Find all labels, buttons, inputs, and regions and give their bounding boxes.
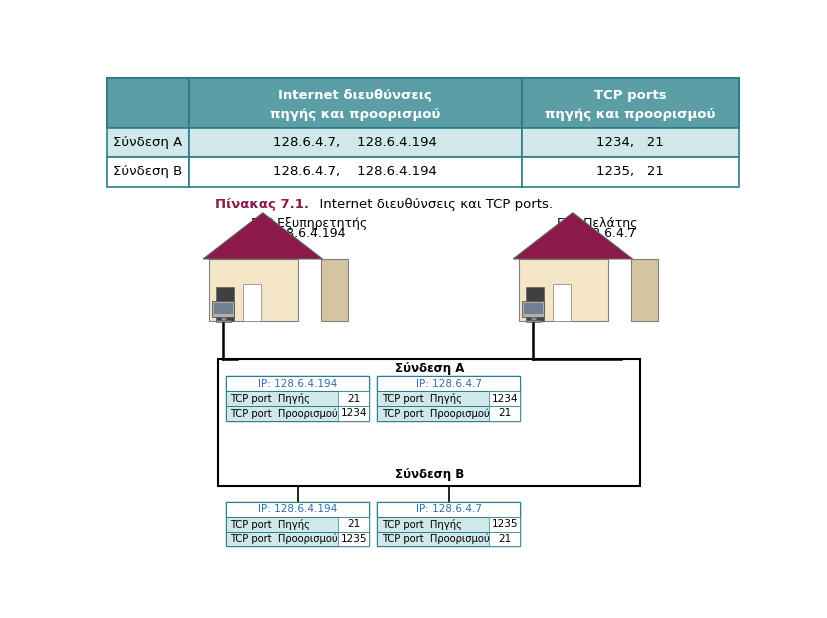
Bar bbox=[338, 531, 369, 546]
Bar bbox=[553, 284, 571, 321]
Bar bbox=[531, 316, 536, 320]
Bar bbox=[243, 284, 261, 321]
Bar bbox=[108, 128, 189, 158]
Bar bbox=[490, 406, 520, 421]
Bar bbox=[523, 302, 544, 316]
Polygon shape bbox=[514, 213, 633, 259]
Text: IP: 128.6.4.194: IP: 128.6.4.194 bbox=[251, 227, 345, 240]
Bar bbox=[525, 320, 541, 322]
Text: 21: 21 bbox=[498, 534, 511, 544]
Bar bbox=[189, 78, 522, 128]
Text: Internet διευθύνσεις και TCP ports.: Internet διευθύνσεις και TCP ports. bbox=[311, 198, 553, 211]
Bar bbox=[524, 303, 543, 313]
Bar bbox=[226, 502, 369, 517]
Text: IP: 128.6.4.194: IP: 128.6.4.194 bbox=[258, 379, 337, 389]
Bar bbox=[226, 376, 369, 421]
Text: 1235: 1235 bbox=[491, 519, 518, 529]
Bar bbox=[377, 376, 520, 421]
Text: 21: 21 bbox=[347, 394, 361, 404]
Text: 128.6.4.7,    128.6.4.194: 128.6.4.7, 128.6.4.194 bbox=[273, 166, 437, 179]
Bar bbox=[377, 406, 520, 421]
Bar bbox=[490, 531, 520, 546]
Polygon shape bbox=[203, 213, 323, 259]
Bar bbox=[338, 517, 369, 531]
Bar bbox=[522, 128, 739, 158]
Bar bbox=[527, 287, 544, 321]
Text: 21: 21 bbox=[347, 519, 361, 529]
Bar bbox=[338, 391, 369, 406]
Text: IP: 128.6.4.7: IP: 128.6.4.7 bbox=[416, 379, 481, 389]
Bar bbox=[377, 502, 520, 546]
Text: TCP port  Προορισμού: TCP port Προορισμού bbox=[381, 533, 490, 544]
Text: TCP port  Προορισμού: TCP port Προορισμού bbox=[231, 408, 338, 418]
Bar bbox=[490, 517, 520, 531]
Bar bbox=[108, 78, 189, 128]
Text: TCP port  Πηγής: TCP port Πηγής bbox=[231, 393, 310, 404]
Bar bbox=[108, 158, 189, 187]
Bar bbox=[522, 158, 739, 187]
Text: 1235,   21: 1235, 21 bbox=[596, 166, 664, 179]
Bar bbox=[377, 376, 520, 391]
Text: 1234: 1234 bbox=[491, 394, 518, 404]
Text: TCP port  Πηγής: TCP port Πηγής bbox=[231, 519, 310, 530]
Bar bbox=[218, 359, 640, 486]
Bar bbox=[189, 128, 522, 158]
Text: TCP ports: TCP ports bbox=[594, 89, 667, 102]
Bar bbox=[216, 320, 231, 322]
Bar bbox=[338, 406, 369, 421]
Bar bbox=[226, 517, 369, 531]
Bar bbox=[377, 517, 520, 531]
Bar bbox=[217, 287, 234, 321]
Text: IP: 128.6.4.7: IP: 128.6.4.7 bbox=[557, 227, 636, 240]
Text: Σύνδεση B: Σύνδεση B bbox=[394, 468, 464, 481]
Text: 21: 21 bbox=[498, 408, 511, 418]
Text: TCP port  Πηγής: TCP port Πηγής bbox=[381, 519, 461, 530]
Text: 1234: 1234 bbox=[341, 408, 367, 418]
Text: πηγής και προορισμού: πηγής και προορισμού bbox=[270, 108, 441, 121]
Text: Σύνδεση B: Σύνδεση B bbox=[113, 166, 183, 179]
Bar bbox=[213, 302, 234, 316]
Bar bbox=[226, 376, 369, 391]
Text: Σύνδεση A: Σύνδεση A bbox=[394, 362, 464, 375]
Bar bbox=[226, 531, 369, 546]
Text: Πίνακας 7.1.: Πίνακας 7.1. bbox=[215, 198, 308, 211]
Bar bbox=[189, 158, 522, 187]
Text: Σύνδεση A: Σύνδεση A bbox=[113, 136, 183, 149]
Bar bbox=[214, 303, 232, 313]
Bar bbox=[522, 78, 739, 128]
Text: TCP port  Προορισμού: TCP port Προορισμού bbox=[381, 408, 490, 418]
Text: πηγής και προορισμού: πηγής και προορισμού bbox=[545, 108, 715, 121]
Text: TCP port  Προορισμού: TCP port Προορισμού bbox=[231, 533, 338, 544]
Bar bbox=[377, 531, 520, 546]
Text: Internet διευθύνσεις: Internet διευθύνσεις bbox=[279, 89, 433, 102]
Bar bbox=[631, 259, 657, 321]
Bar bbox=[321, 259, 347, 321]
Bar bbox=[377, 502, 520, 517]
Text: FTP Πελάτης: FTP Πελάτης bbox=[557, 217, 638, 230]
Bar bbox=[226, 502, 369, 546]
Text: FTP Εξυπηρετητής: FTP Εξυπηρετητής bbox=[251, 217, 367, 230]
Text: 1234,   21: 1234, 21 bbox=[596, 136, 664, 149]
Bar bbox=[226, 391, 369, 406]
Text: 128.6.4.7,    128.6.4.194: 128.6.4.7, 128.6.4.194 bbox=[273, 136, 437, 149]
Bar bbox=[209, 259, 299, 321]
Bar bbox=[519, 259, 609, 321]
Bar bbox=[377, 391, 520, 406]
Bar bbox=[490, 391, 520, 406]
Text: IP: 128.6.4.194: IP: 128.6.4.194 bbox=[258, 504, 337, 514]
Bar bbox=[226, 406, 369, 421]
Text: TCP port  Πηγής: TCP port Πηγής bbox=[381, 393, 461, 404]
Text: IP: 128.6.4.7: IP: 128.6.4.7 bbox=[416, 504, 481, 514]
Bar bbox=[221, 316, 226, 320]
Text: 1235: 1235 bbox=[341, 534, 367, 544]
